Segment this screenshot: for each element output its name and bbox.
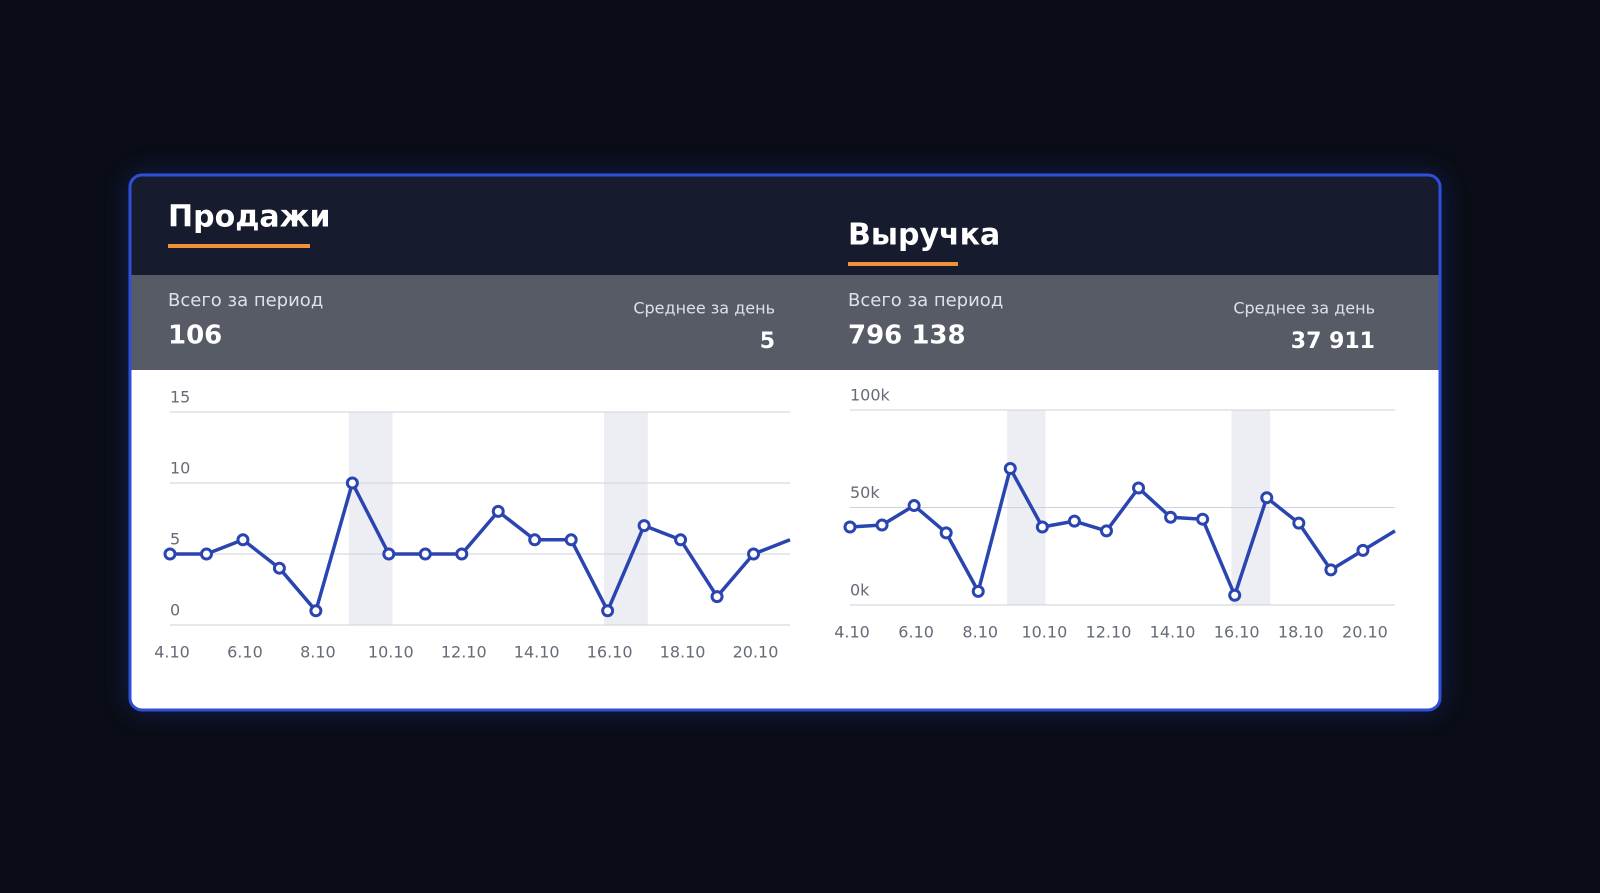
y-tick-label: 0: [170, 601, 180, 620]
total-label: Всего за период: [848, 290, 1003, 311]
point: [939, 526, 953, 540]
y-tick-label: 0k: [850, 581, 870, 600]
line: [849, 466, 1396, 597]
tab-title[interactable]: Продажи: [168, 200, 331, 235]
total-label: Всего за период: [168, 290, 323, 311]
point: [199, 547, 213, 561]
y-tick-label: 10: [170, 459, 190, 478]
point: [236, 533, 250, 547]
point: [637, 519, 651, 533]
x-tick-label: 10.10: [1021, 623, 1067, 642]
x-tick-label: 14.10: [514, 643, 560, 662]
point: [1196, 512, 1210, 526]
x-tick-label: 18.10: [1278, 623, 1324, 642]
point: [1260, 491, 1274, 505]
point: [971, 584, 985, 598]
point: [163, 547, 177, 561]
x-tick-label: 16.10: [1214, 623, 1260, 642]
y-tick-label: 100k: [850, 386, 891, 405]
point: [674, 533, 688, 547]
point: [1292, 516, 1306, 530]
point: [382, 547, 396, 561]
total-value: 106: [168, 321, 222, 351]
point: [1099, 524, 1113, 538]
y-tick-label: 50k: [850, 483, 880, 502]
x-tick-label: 12.10: [441, 643, 487, 662]
x-tick-label: 20.10: [1342, 623, 1388, 642]
total-value: 796 138: [848, 321, 966, 351]
x-tick-label: 18.10: [660, 643, 706, 662]
point: [1228, 588, 1242, 602]
x-tick-label: 6.10: [227, 643, 263, 662]
point: [1324, 563, 1338, 577]
tab-underline: [848, 262, 958, 266]
tab-underline: [168, 244, 310, 248]
card-border: [128, 173, 1442, 712]
point: [1356, 543, 1370, 557]
point: [1067, 514, 1081, 528]
point: [564, 533, 578, 547]
point: [491, 504, 505, 518]
y-tick-label: 5: [170, 530, 180, 549]
x-tick-label: 10.10: [368, 643, 414, 662]
avg-label: Среднее за день: [1233, 299, 1375, 318]
point: [272, 561, 286, 575]
point: [309, 604, 323, 618]
tab-bar: [130, 175, 1440, 275]
avg-value: 5: [760, 329, 775, 354]
line: [170, 481, 791, 613]
point: [1003, 462, 1017, 475]
point: [875, 518, 889, 532]
point: [843, 520, 857, 534]
point: [528, 533, 542, 547]
y-tick-label: 15: [170, 388, 190, 407]
x-tick-label: 12.10: [1086, 623, 1132, 642]
x-tick-label: 6.10: [898, 623, 934, 642]
point: [455, 547, 469, 561]
x-tick-label: 8.10: [300, 643, 336, 662]
x-tick-label: 4.10: [834, 623, 870, 642]
stats-strip: [130, 275, 1440, 370]
weekend-shade: [604, 412, 648, 625]
x-tick-label: 14.10: [1150, 623, 1196, 642]
point: [1132, 481, 1146, 495]
point: [907, 499, 921, 513]
x-tick-label: 20.10: [733, 643, 779, 662]
point: [345, 476, 359, 490]
point: [1035, 520, 1049, 534]
tab-title[interactable]: Выручка: [848, 218, 1000, 253]
avg-value: 37 911: [1291, 329, 1375, 354]
x-tick-label: 4.10: [154, 643, 190, 662]
point: [747, 547, 761, 561]
x-tick-label: 8.10: [962, 623, 998, 642]
point: [418, 547, 432, 561]
point: [601, 604, 615, 618]
x-tick-label: 16.10: [587, 643, 633, 662]
point: [1164, 510, 1178, 524]
avg-label: Среднее за день: [633, 299, 775, 318]
point: [710, 590, 724, 604]
